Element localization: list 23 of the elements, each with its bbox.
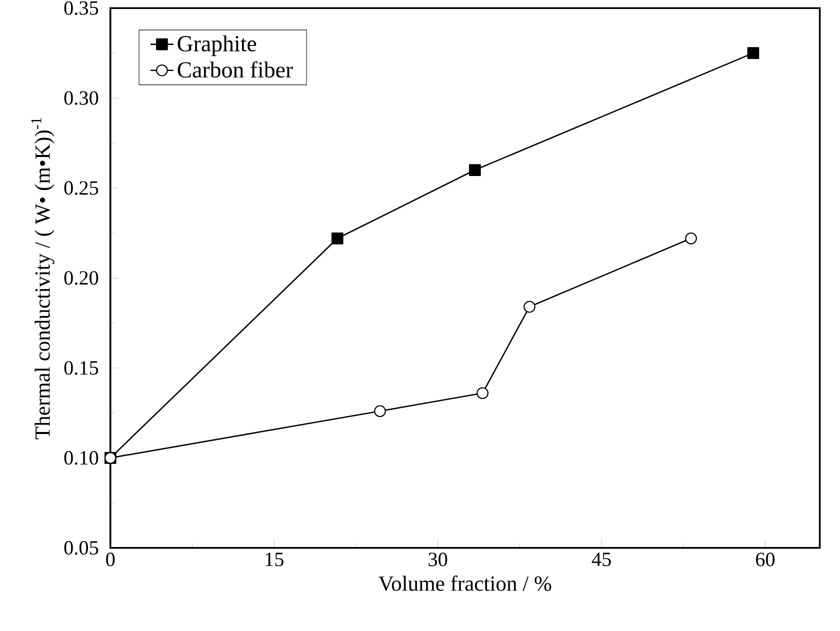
y-tick-label: 0.30	[64, 91, 98, 105]
y-tick-label: 0.25	[64, 180, 98, 195]
x-tick-label: 0	[106, 552, 115, 566]
point	[685, 232, 697, 244]
y-axis-title: Thermal conductivity / ( W• (m•K))$^{-1}$	[31, 118, 54, 440]
point	[468, 164, 481, 176]
point	[747, 46, 760, 59]
x-tick-label: 15	[266, 552, 284, 566]
x-tick-label: 30	[428, 552, 448, 566]
x-tick-label: 60	[756, 552, 775, 566]
legend-label: Graphite	[178, 35, 256, 56]
y-tick-label: 0.35	[64, 1, 98, 15]
point	[374, 405, 386, 417]
point	[331, 232, 344, 244]
x-tick-label: 45	[592, 552, 611, 566]
point	[524, 300, 536, 313]
y-tick-label: 0.05	[64, 540, 98, 555]
legend-label: Carbon fiber	[178, 61, 293, 78]
x-axis-title: Volume fraction / %	[378, 575, 552, 591]
y-tick-label: 0.10	[64, 450, 98, 465]
point	[476, 387, 488, 399]
y-tick-label: 0.20	[64, 270, 98, 285]
y-tick-label: 0.15	[64, 360, 98, 375]
